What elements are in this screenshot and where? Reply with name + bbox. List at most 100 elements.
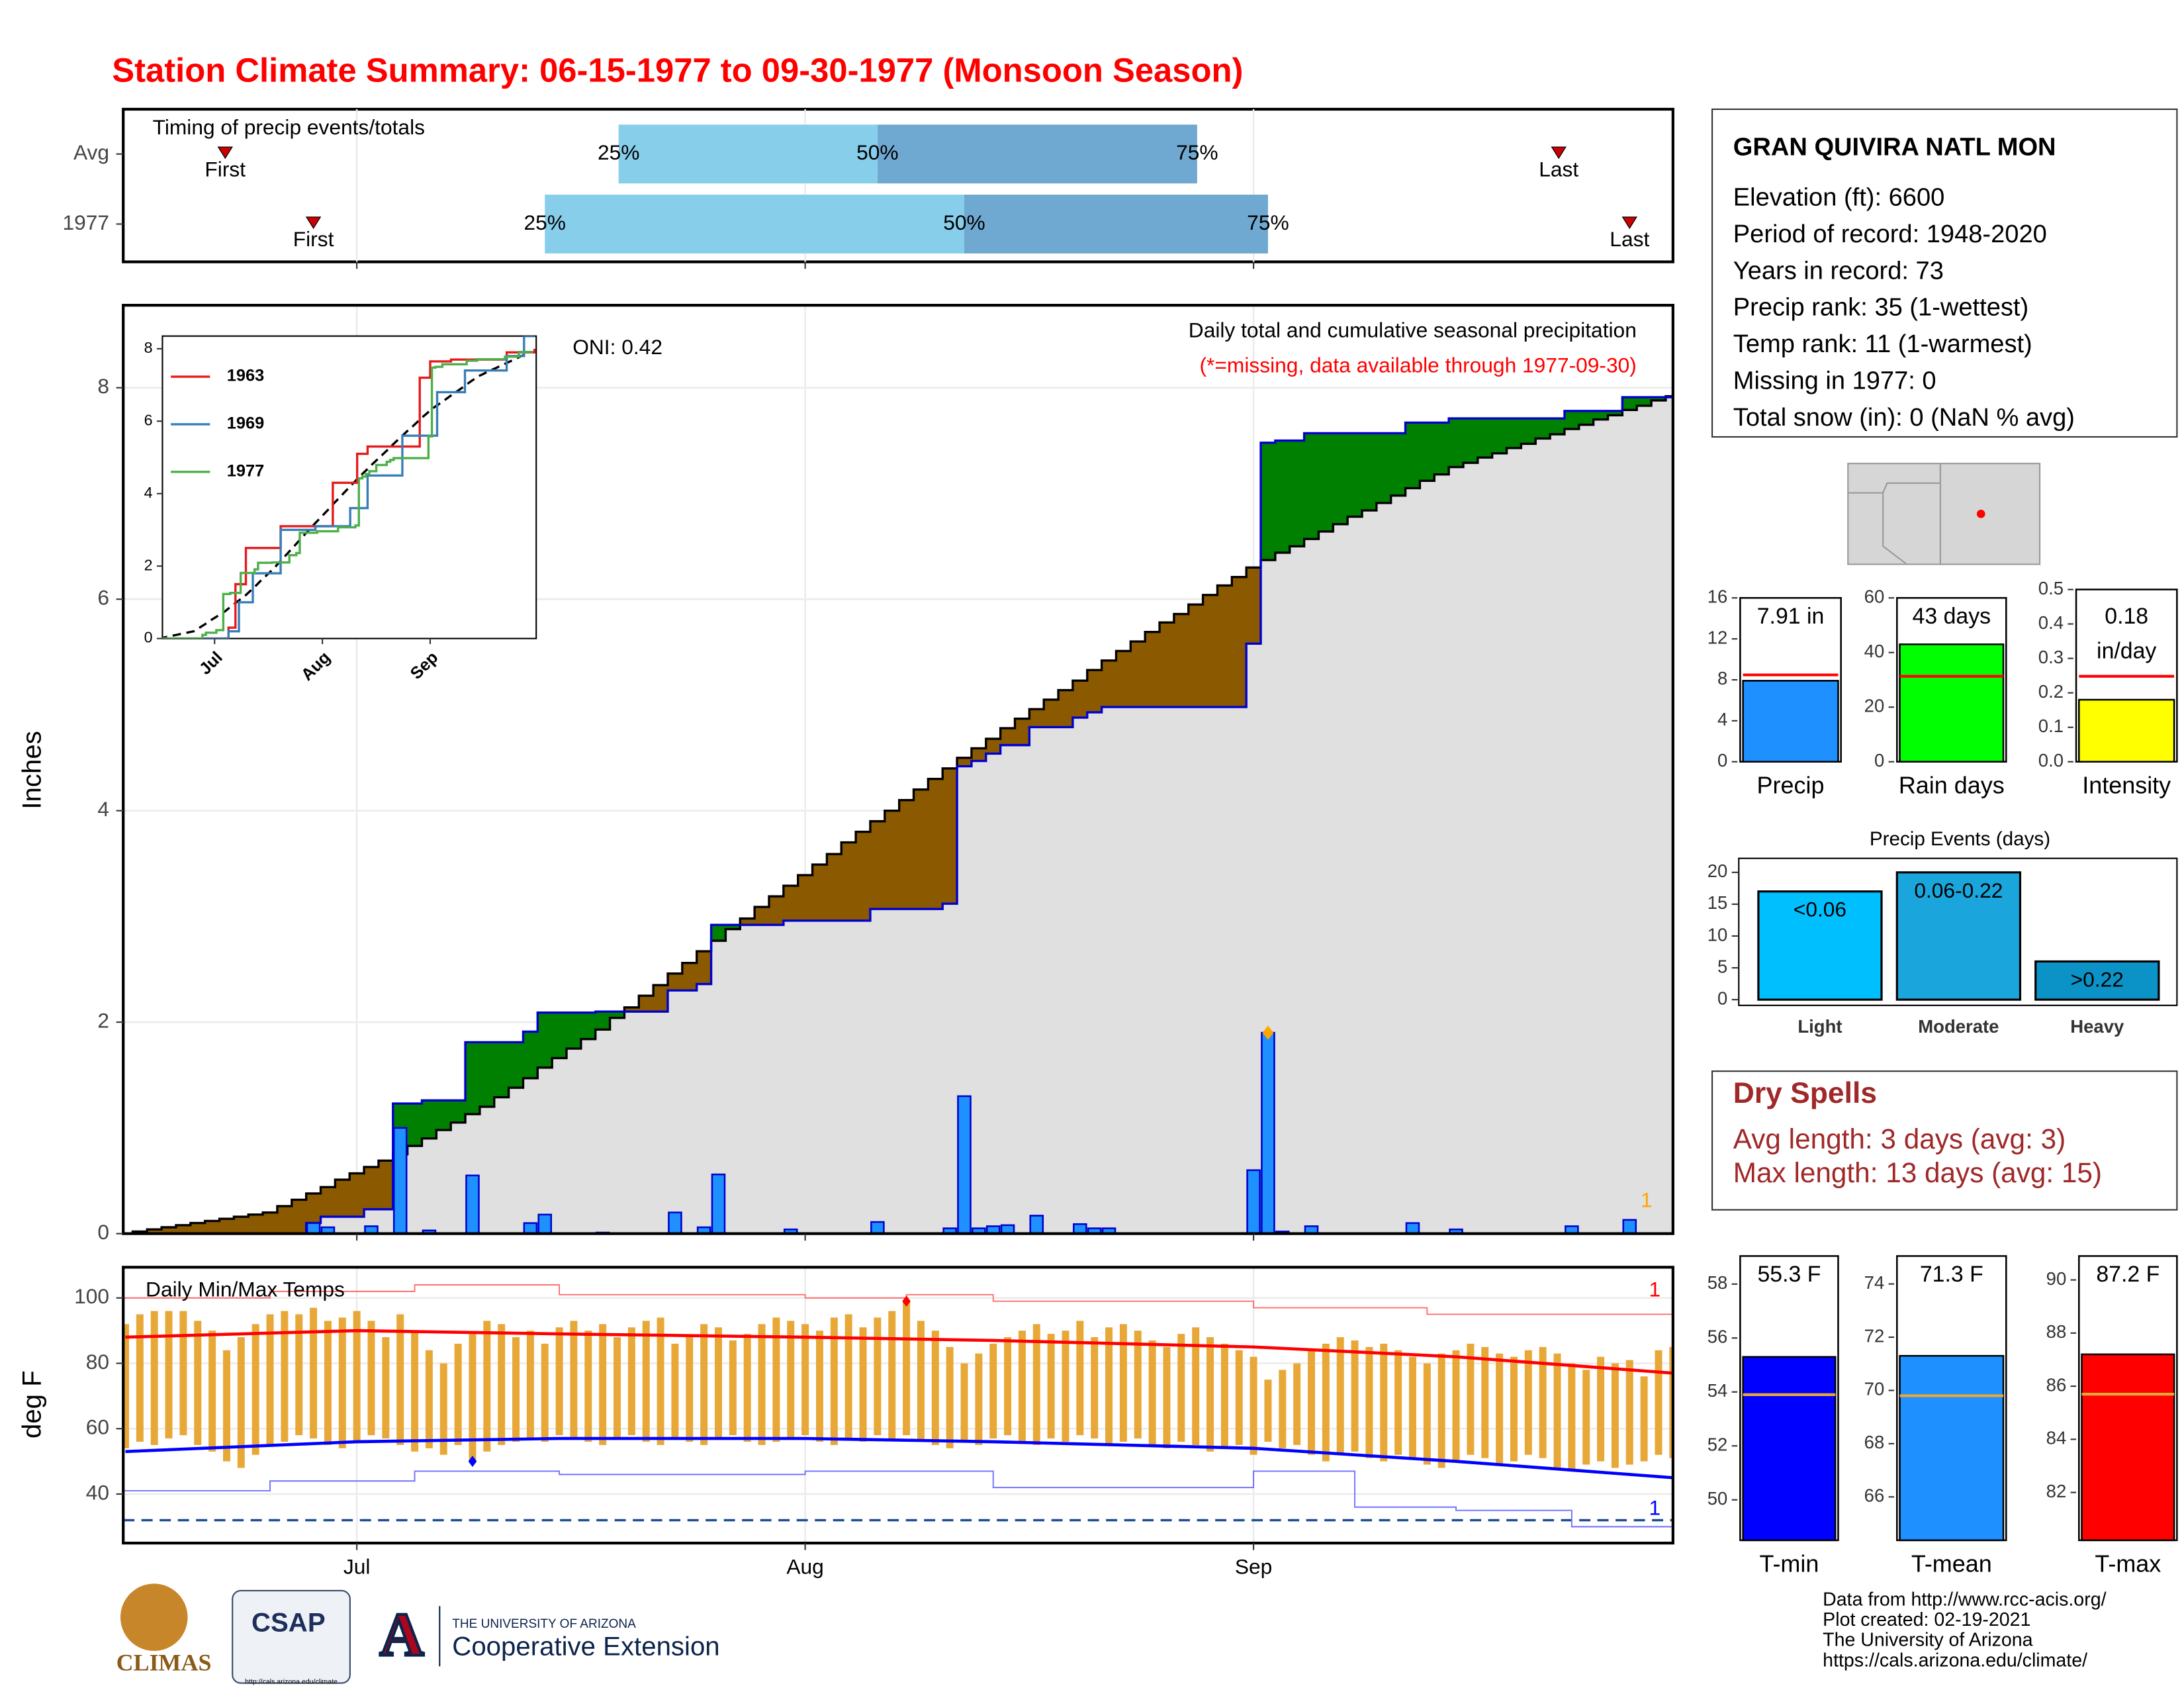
gauge-tick-label: 70 (1864, 1379, 1885, 1399)
surplus-fill (1289, 440, 1305, 547)
deficit-fill (1044, 699, 1059, 727)
temp-range-bar (903, 1301, 911, 1436)
surplus-fill (465, 1042, 480, 1115)
gauge-tick-label: 74 (1864, 1272, 1885, 1293)
legend-label: 1969 (227, 414, 264, 433)
temp-range-bar (1091, 1337, 1099, 1439)
deficit-fill (1246, 567, 1261, 644)
gauge-tick-label: 82 (2046, 1481, 2067, 1501)
deficit-fill (1145, 632, 1160, 708)
events-bar (2034, 960, 2160, 1001)
temp-range-bar (772, 1317, 780, 1442)
daily-bar (523, 1222, 538, 1234)
gauge-tick-label: 0 (1874, 750, 1884, 771)
temp-range-bar (946, 1346, 954, 1448)
gauge-tick-label: 40 (1864, 641, 1885, 661)
inset-y-tick-label: 2 (144, 556, 153, 573)
deficit-fill (899, 800, 915, 910)
deficit-fill (1188, 604, 1204, 708)
surplus-fill (567, 1012, 582, 1049)
y-tick-label: 80 (86, 1350, 109, 1374)
daily-bar (711, 1173, 726, 1234)
gauge-tick-label: 90 (2046, 1268, 2067, 1289)
deficit-fill (378, 1160, 394, 1209)
inset-average (162, 350, 531, 639)
dry-spells-line: Max length: 13 days (avg: 15) (1733, 1157, 2102, 1188)
temp-range-bar (208, 1331, 216, 1452)
events-tick-label: 0 (1717, 988, 1727, 1008)
surplus-fill (1506, 418, 1522, 448)
surplus-fill (1405, 422, 1421, 489)
deficit-fill (1072, 680, 1088, 718)
cumulative-line (123, 396, 1673, 1234)
deficit-fill (175, 1225, 191, 1234)
deficit-fill (219, 1219, 235, 1234)
gauge-unit: in/day (2097, 639, 2156, 664)
gauge-tick-label: 0.5 (2038, 578, 2064, 598)
temp-range-bar (599, 1324, 607, 1445)
temp-range-bar (396, 1314, 404, 1445)
deficit-fill (971, 748, 987, 761)
timing-title: Timing of precip events/totals (153, 115, 425, 139)
temp-range-bar (1308, 1350, 1316, 1455)
legend-label: 1977 (227, 462, 264, 481)
gauge-tick-label: 0.1 (2038, 716, 2064, 736)
gauge-bar (2078, 698, 2175, 763)
deficit-fill (1217, 585, 1232, 708)
ua-unit: Cooperative Extension (452, 1631, 719, 1661)
quantile-label: 50% (943, 211, 985, 234)
temp-range-bar (382, 1337, 390, 1439)
temp-range-bar (714, 1327, 722, 1439)
gauge-tick-label: 84 (2046, 1428, 2067, 1448)
temp-range-bar (1322, 1343, 1330, 1462)
events-bin-label: 0.06-0.22 (1914, 878, 2003, 902)
temp-range-bar (541, 1343, 549, 1442)
gauge-tick-label: 4 (1717, 709, 1727, 729)
inset-y-tick-label: 0 (144, 629, 153, 646)
deficit-fill (653, 985, 668, 1012)
event-label: First (293, 227, 334, 251)
gauge-label: Intensity (2082, 771, 2171, 798)
x-tick-label: Aug (786, 1555, 823, 1579)
events-tick-label: 15 (1707, 892, 1728, 913)
gauge-value: 55.3 F (1757, 1262, 1821, 1287)
surplus-fill (1593, 410, 1609, 420)
temp-range-bar (136, 1314, 144, 1442)
deficit-fill (306, 1193, 322, 1223)
daily-bar (465, 1174, 480, 1234)
logos: CLIMAS CSAP http://cals.arizona.edu/clim… (116, 1583, 720, 1685)
surplus-fill (1578, 410, 1594, 425)
surplus-fill (1550, 418, 1565, 435)
surplus-fill (1261, 442, 1276, 561)
deficit-fill (320, 1187, 336, 1217)
gauge-tick-label: 12 (1707, 627, 1728, 647)
deficit-fill (884, 810, 900, 910)
y-tick-label: 40 (86, 1480, 109, 1504)
deficit-fill (1173, 614, 1189, 708)
events-category: Heavy (2070, 1016, 2124, 1037)
temp-range-bar (1467, 1343, 1475, 1455)
temp-range-bar (1625, 1360, 1633, 1465)
temp-range-bar (454, 1343, 462, 1445)
temp-range-bar (1437, 1353, 1445, 1468)
gauge-label: Precip (1757, 771, 1825, 798)
gauge-value: 71.3 F (1920, 1262, 1983, 1287)
temp-range-bar (700, 1324, 708, 1445)
deficit-fill (928, 778, 943, 910)
surplus-fill (610, 1011, 625, 1018)
surplus-fill (407, 1103, 423, 1147)
temp-range-bar (1510, 1356, 1518, 1462)
event-label: Last (1539, 157, 1578, 181)
deficit-fill (797, 875, 813, 921)
surplus-fill (1275, 440, 1291, 553)
temp-range-bar (1496, 1353, 1504, 1465)
gauge-tick-label: 0.0 (2038, 750, 2064, 771)
events-bin-label: <0.06 (1794, 898, 1846, 921)
surplus-fill (1333, 433, 1348, 524)
info-line: Precip rank: 35 (1-wettest) (1733, 294, 2028, 322)
temp-range-bar (1394, 1350, 1402, 1455)
daily-bar (870, 1221, 885, 1234)
surplus-fill (1477, 418, 1493, 458)
temp-range-bar (1206, 1337, 1214, 1452)
surplus-fill (1651, 397, 1666, 400)
